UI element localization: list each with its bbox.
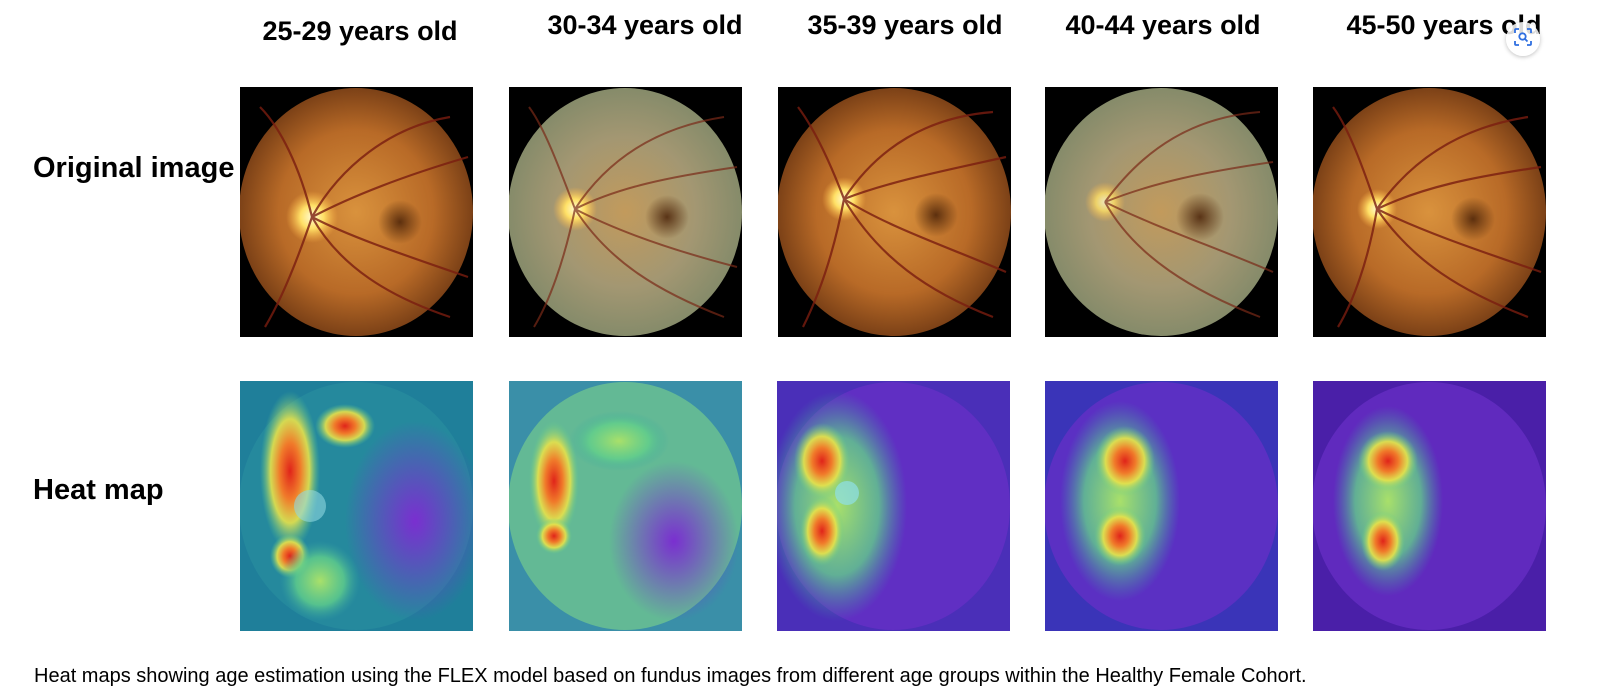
visual-search-button[interactable] <box>1506 22 1540 56</box>
column-title-35-39: 35-39 years old <box>807 10 1003 40</box>
row-label-original-image: Original image <box>33 152 235 184</box>
column-title-40-44: 40-44 years old <box>1065 10 1261 40</box>
heat-map-25-29 <box>240 381 473 631</box>
heat-map-30-34 <box>509 381 742 631</box>
column-title-30-34: 30-34 years old <box>547 10 743 40</box>
fundus-image-30-34 <box>509 87 742 337</box>
column-title-25-29: 25-29 years old <box>262 16 458 46</box>
fundus-image-40-44 <box>1045 87 1278 337</box>
heat-map-35-39 <box>777 381 1010 631</box>
visual-search-icon <box>1513 27 1533 52</box>
fundus-image-35-39 <box>778 87 1011 337</box>
row-label-heat-map: Heat map <box>33 474 164 506</box>
heat-map-40-44 <box>1045 381 1278 631</box>
figure-caption: Heat maps showing age estimation using t… <box>34 665 1307 687</box>
fundus-image-45-50 <box>1313 87 1546 337</box>
fundus-image-25-29 <box>240 87 473 337</box>
heat-map-45-50 <box>1313 381 1546 631</box>
